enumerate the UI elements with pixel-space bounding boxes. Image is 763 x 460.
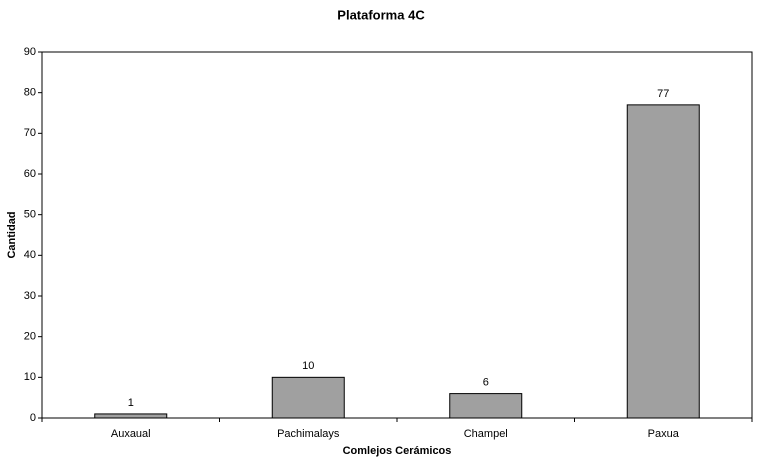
bar: [449, 393, 523, 419]
y-tick-label: 20: [24, 331, 36, 343]
y-axis-title: Cantidad: [6, 211, 18, 258]
data-label: 10: [302, 360, 314, 372]
y-tick-label: 50: [24, 209, 36, 221]
y-tick-label: 80: [24, 87, 36, 99]
y-tick-label: 30: [24, 290, 36, 302]
x-axis-title: Comlejos Cerámicos: [343, 445, 452, 457]
x-tick-label: Paxua: [648, 428, 680, 440]
data-label: 77: [657, 88, 669, 100]
x-tick-label: Champel: [464, 428, 508, 440]
y-tick-label: 60: [24, 168, 36, 180]
chart-title: Plataforma 4C: [337, 7, 425, 22]
data-label: 1: [128, 397, 134, 409]
y-tick-label: 40: [24, 249, 36, 261]
y-tick-label: 90: [24, 46, 36, 58]
data-label: 6: [483, 377, 489, 389]
y-tick-label: 10: [24, 371, 36, 383]
y-tick-label: 0: [30, 412, 36, 424]
x-tick-label: Pachimalays: [277, 428, 340, 440]
bar: [94, 413, 168, 419]
y-tick-label: 70: [24, 127, 36, 139]
bar: [271, 376, 345, 419]
bar: [626, 104, 700, 419]
x-tick-label: Auxaual: [111, 428, 151, 440]
